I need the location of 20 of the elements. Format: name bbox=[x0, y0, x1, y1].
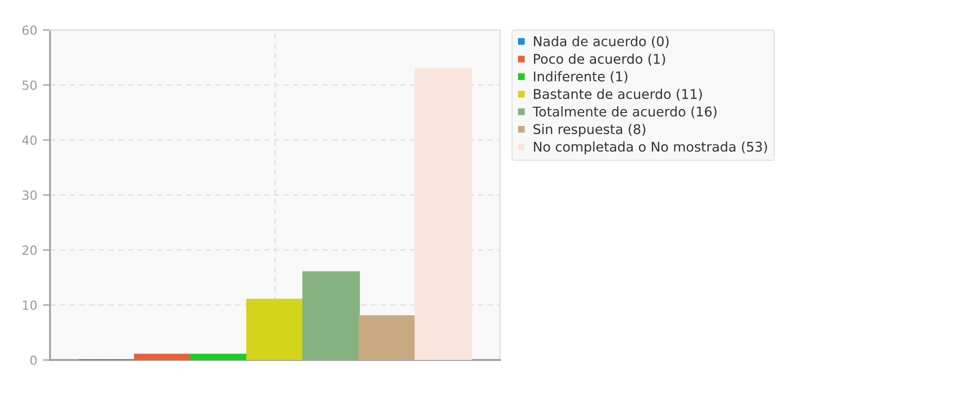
legend-label: Nada de acuerdo (0) bbox=[534, 36, 669, 48]
y-tick-label: 50 bbox=[22, 80, 37, 90]
y-tick-label: 60 bbox=[22, 25, 37, 35]
bar bbox=[190, 354, 248, 360]
y-tick-label: 0 bbox=[30, 355, 37, 365]
bar bbox=[358, 315, 416, 360]
legend-label: No completada o No mostrada (53) bbox=[534, 141, 767, 154]
legend-label: Indiferente (1) bbox=[534, 71, 628, 84]
bar bbox=[414, 68, 472, 360]
bar bbox=[302, 271, 360, 360]
legend-label: Totalmente de acuerdo (16) bbox=[532, 106, 717, 118]
bar bbox=[134, 354, 192, 360]
y-tick-label: 40 bbox=[22, 135, 37, 145]
y-tick-label: 30 bbox=[22, 190, 37, 200]
legend-label: Poco de acuerdo (1) bbox=[534, 54, 666, 66]
y-tick-label: 20 bbox=[22, 245, 37, 255]
y-tick-label: 10 bbox=[22, 300, 37, 310]
legend-label: Sin respuesta (8) bbox=[534, 124, 646, 137]
bar bbox=[246, 298, 304, 360]
legend-label: Bastante de acuerdo (11) bbox=[534, 88, 702, 101]
